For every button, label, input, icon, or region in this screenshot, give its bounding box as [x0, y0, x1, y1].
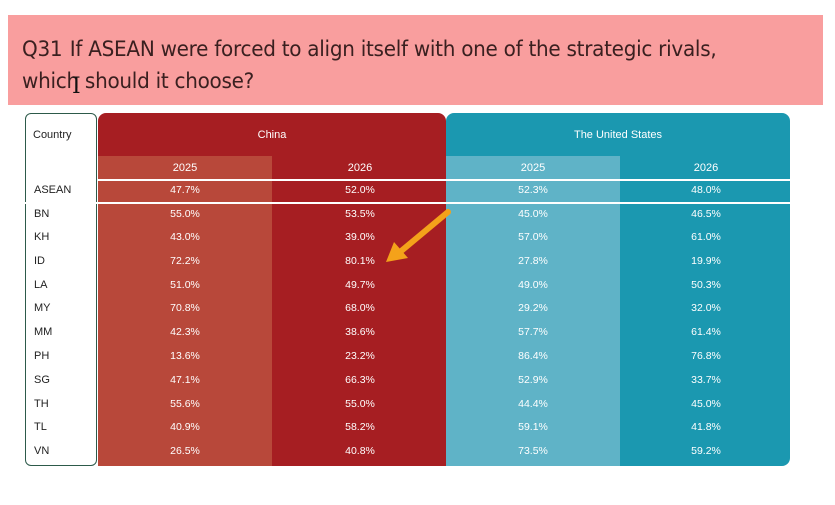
table-cell: 41.8%	[691, 421, 721, 433]
table-cell: 26.5%	[170, 445, 200, 457]
row-country-label: MY	[34, 302, 51, 314]
table-cell: 58.2%	[345, 421, 375, 433]
table-cell: 39.0%	[345, 231, 375, 243]
row-country-label: SG	[34, 374, 50, 386]
table-cell: 57.0%	[518, 231, 548, 243]
table-cell: 52.9%	[518, 374, 548, 386]
table-cell: 66.3%	[345, 374, 375, 386]
year-header: 2025	[520, 162, 546, 174]
year-header: 2025	[172, 162, 198, 174]
table-cell: 59.2%	[691, 445, 721, 457]
country-header: Country	[33, 129, 72, 141]
table-cell: 80.1%	[345, 255, 375, 267]
table-cell: 52.0%	[345, 184, 375, 196]
table-cell: 32.0%	[691, 302, 721, 314]
us-2025-column	[446, 156, 620, 466]
table-cell: 61.0%	[691, 231, 721, 243]
row-country-label: TL	[34, 421, 47, 433]
question-banner	[8, 15, 823, 105]
group-header-us: The United States	[573, 129, 663, 141]
row-country-label: TH	[34, 398, 49, 410]
table-cell: 33.7%	[691, 374, 721, 386]
table-cell: 50.3%	[691, 279, 721, 291]
table-cell: 40.8%	[345, 445, 375, 457]
table-cell: 49.0%	[518, 279, 548, 291]
table-cell: 68.0%	[345, 302, 375, 314]
aggregate-divider	[25, 202, 790, 204]
table-cell: 45.0%	[691, 398, 721, 410]
row-country-label: ID	[34, 255, 45, 267]
row-country-label: LA	[34, 279, 48, 291]
group-header-china: China	[257, 129, 287, 141]
row-country-label: BN	[34, 208, 50, 220]
table-cell: 42.3%	[170, 326, 200, 338]
table-cell: 45.0%	[518, 208, 548, 220]
row-country-label: PH	[34, 350, 50, 362]
country-column	[25, 113, 97, 466]
table-cell: 23.2%	[345, 350, 375, 362]
table-cell: 47.1%	[170, 374, 200, 386]
question-title: Q31 If ASEAN were forced to align itself …	[22, 34, 761, 98]
text-cursor-icon: I	[72, 74, 81, 99]
table-cell: 40.9%	[170, 421, 200, 433]
table-cell: 48.0%	[691, 184, 721, 196]
table-cell: 59.1%	[518, 421, 548, 433]
table-cell: 57.7%	[518, 326, 548, 338]
table-cell: 76.8%	[691, 350, 721, 362]
year-header: 2026	[347, 162, 373, 174]
table-cell: 49.7%	[345, 279, 375, 291]
table-cell: 70.8%	[170, 302, 200, 314]
table-cell: 55.6%	[170, 398, 200, 410]
question-number: Q31	[22, 37, 63, 62]
table-cell: 72.2%	[170, 255, 200, 267]
row-country-label: ASEAN	[34, 184, 72, 196]
table-cell: 52.3%	[518, 184, 548, 196]
table-cell: 47.7%	[170, 184, 200, 196]
china-2025-column	[98, 156, 272, 466]
table-cell: 43.0%	[170, 231, 200, 243]
table-cell: 55.0%	[345, 398, 375, 410]
table-cell: 19.9%	[691, 255, 721, 267]
row-country-label: VN	[34, 445, 50, 457]
arrow-icon	[386, 209, 451, 262]
table-cell: 55.0%	[170, 208, 200, 220]
table-cell: 51.0%	[170, 279, 200, 291]
table-cell: 73.5%	[518, 445, 548, 457]
year-header: 2026	[693, 162, 719, 174]
table-cell: 29.2%	[518, 302, 548, 314]
table-cell: 46.5%	[691, 208, 721, 220]
row-country-label: KH	[34, 231, 50, 243]
table-cell: 13.6%	[170, 350, 200, 362]
header-divider	[98, 179, 790, 181]
table-cell: 44.4%	[518, 398, 548, 410]
table-cell: 61.4%	[691, 326, 721, 338]
row-country-label: MM	[34, 326, 53, 338]
table-cell: 86.4%	[518, 350, 548, 362]
table-cell: 53.5%	[345, 208, 375, 220]
table-cell: 27.8%	[518, 255, 548, 267]
table-cell: 38.6%	[345, 326, 375, 338]
question-text: If ASEAN were forced to align itself wit…	[22, 37, 717, 94]
